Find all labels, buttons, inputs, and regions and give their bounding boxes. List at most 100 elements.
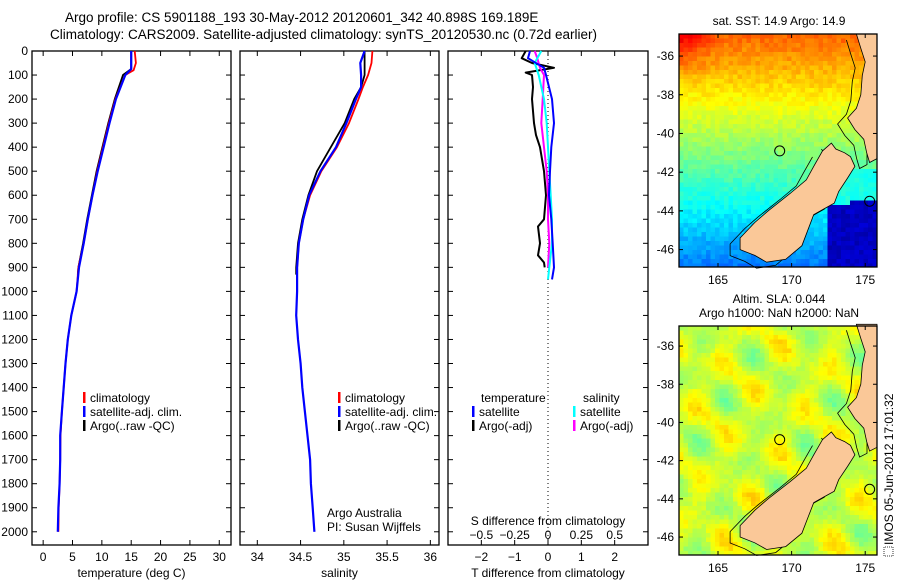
map-cell bbox=[692, 178, 698, 183]
map-cell bbox=[854, 461, 860, 466]
map-cell bbox=[850, 551, 855, 556]
map-cell bbox=[746, 402, 752, 408]
map-cell bbox=[863, 250, 869, 255]
map-cell bbox=[800, 326, 806, 331]
map-cell bbox=[764, 344, 770, 349]
map-cell bbox=[773, 169, 779, 174]
map-cell bbox=[832, 52, 837, 57]
map-cell bbox=[715, 519, 720, 525]
map-cell bbox=[769, 74, 774, 80]
map-cell bbox=[809, 339, 815, 345]
map-cell bbox=[701, 47, 707, 53]
map-cell bbox=[778, 83, 783, 89]
map-cell bbox=[755, 133, 761, 138]
map-cell bbox=[850, 61, 855, 66]
map-cell bbox=[845, 348, 851, 354]
map-cell bbox=[688, 74, 693, 80]
map-cell bbox=[706, 438, 711, 444]
map-cell bbox=[850, 519, 855, 525]
map-cell bbox=[724, 56, 729, 62]
map-cell bbox=[724, 339, 729, 345]
map-cell bbox=[805, 402, 810, 408]
map-cell bbox=[818, 250, 824, 255]
map-cell bbox=[872, 519, 878, 525]
map-cell bbox=[742, 124, 747, 129]
map-cell bbox=[719, 236, 725, 242]
map-cell bbox=[805, 34, 810, 39]
map-cell bbox=[773, 339, 779, 345]
map-cell bbox=[868, 182, 873, 188]
map-cell bbox=[850, 70, 855, 75]
map-cell bbox=[697, 326, 702, 331]
map-cell bbox=[805, 380, 810, 385]
map-cell bbox=[814, 416, 819, 421]
map-cell bbox=[733, 52, 738, 57]
map-cell bbox=[746, 43, 752, 48]
map-cell bbox=[868, 250, 873, 255]
land-south-island bbox=[739, 431, 856, 550]
map-cell bbox=[832, 61, 837, 66]
map-cell bbox=[706, 488, 711, 493]
map-cell bbox=[787, 61, 792, 66]
map-cell bbox=[841, 384, 846, 390]
map-cell bbox=[823, 389, 828, 394]
map-cell bbox=[751, 101, 756, 107]
map-cell bbox=[683, 528, 689, 534]
map-cell bbox=[733, 429, 738, 435]
map-cell bbox=[719, 218, 725, 224]
map-cell bbox=[800, 546, 806, 552]
map-cell bbox=[692, 348, 698, 354]
map-cell bbox=[823, 119, 828, 125]
map-cell bbox=[845, 416, 851, 421]
map-cell bbox=[778, 34, 783, 39]
y-tick-label: 1800 bbox=[1, 477, 28, 491]
map-cell bbox=[769, 483, 774, 489]
map-cell bbox=[692, 155, 698, 161]
map-cell bbox=[728, 205, 734, 210]
map-cell bbox=[764, 438, 770, 444]
map-cell bbox=[746, 160, 752, 165]
map-cell bbox=[827, 241, 833, 246]
map-cell bbox=[787, 164, 792, 170]
x-axis-label: temperature (deg C) bbox=[77, 566, 185, 580]
map-cell bbox=[719, 182, 725, 188]
map-cell bbox=[805, 375, 810, 381]
map-cell bbox=[814, 128, 819, 134]
map-cell bbox=[688, 542, 693, 547]
map-cell bbox=[683, 335, 689, 340]
map-cell bbox=[805, 106, 810, 111]
map-cell bbox=[733, 470, 738, 475]
map-cell bbox=[719, 38, 725, 44]
map-cell bbox=[728, 200, 734, 206]
map-cell bbox=[845, 366, 851, 372]
map-cell bbox=[688, 227, 693, 233]
map-cell bbox=[697, 330, 702, 336]
map-cell bbox=[859, 259, 864, 264]
map-cell bbox=[841, 142, 846, 147]
map-cell bbox=[715, 353, 720, 358]
map-cell bbox=[760, 384, 765, 390]
map-cell bbox=[710, 245, 716, 251]
map-cell bbox=[872, 227, 878, 233]
map-cell bbox=[710, 223, 716, 228]
map-cell bbox=[814, 335, 819, 340]
map-cell bbox=[683, 128, 689, 134]
map-cell bbox=[832, 402, 837, 408]
map-cell bbox=[683, 384, 689, 390]
map-cell bbox=[827, 497, 833, 502]
map-cell bbox=[710, 191, 716, 197]
map-cell bbox=[863, 160, 869, 165]
map-cell bbox=[782, 425, 788, 430]
map-cell bbox=[697, 416, 702, 421]
map-cell bbox=[823, 506, 828, 511]
map-cell bbox=[760, 92, 765, 98]
map-cell bbox=[737, 146, 743, 152]
map-cell bbox=[688, 142, 693, 147]
map-cell bbox=[701, 425, 707, 430]
map-cell bbox=[845, 339, 851, 345]
map-cell bbox=[724, 214, 729, 219]
map-cell bbox=[755, 110, 761, 116]
map-cell bbox=[832, 56, 837, 62]
map-cell bbox=[854, 70, 860, 75]
map-cell bbox=[683, 501, 689, 507]
